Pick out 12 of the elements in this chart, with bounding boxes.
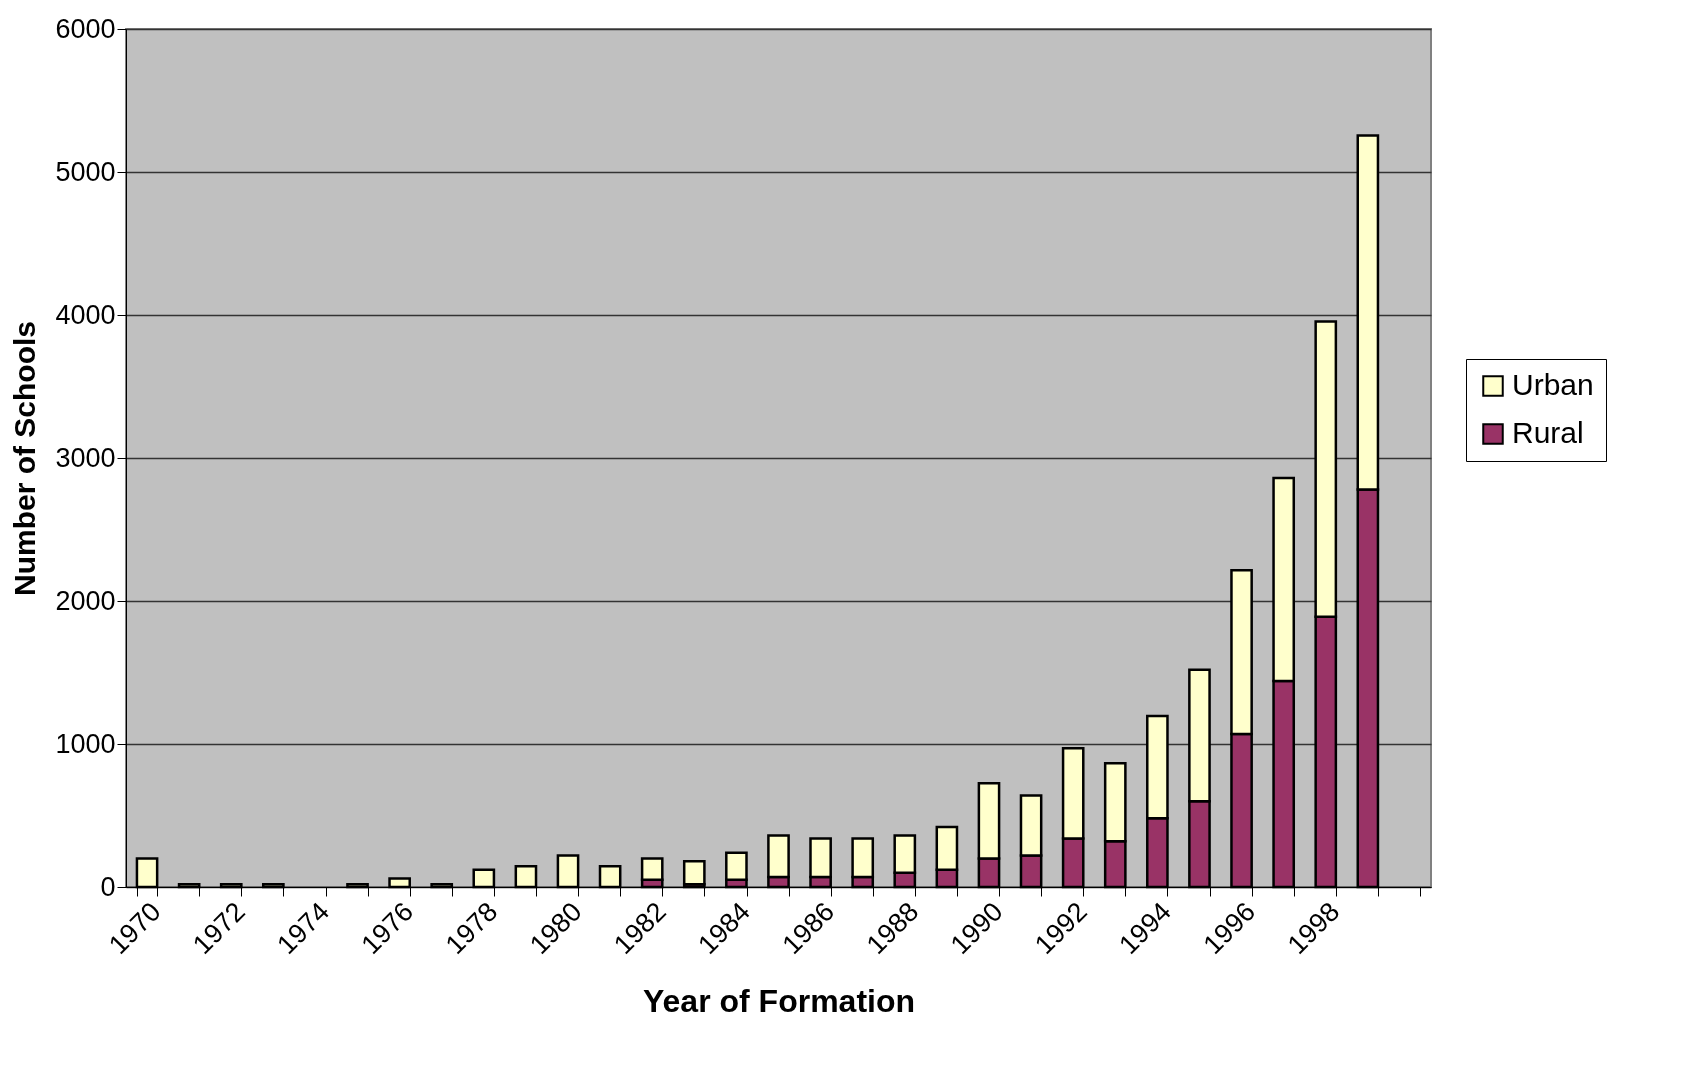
- legend-label: Urban: [1512, 368, 1594, 401]
- y-axis-title: Number of Schools: [8, 320, 42, 597]
- legend-label: Rural: [1512, 416, 1584, 449]
- y-tick-label: 3000: [55, 442, 116, 473]
- y-tick-label: 5000: [55, 156, 116, 187]
- y-tick-label: 6000: [55, 13, 116, 44]
- bar: [682, 860, 706, 886]
- y-tick-label: 0: [100, 871, 116, 902]
- y-tick-label: 2000: [55, 585, 116, 616]
- x-axis-title: Year of Formation: [642, 983, 916, 1020]
- y-tick-label: 4000: [55, 299, 116, 330]
- y-tick-label: 1000: [55, 728, 116, 759]
